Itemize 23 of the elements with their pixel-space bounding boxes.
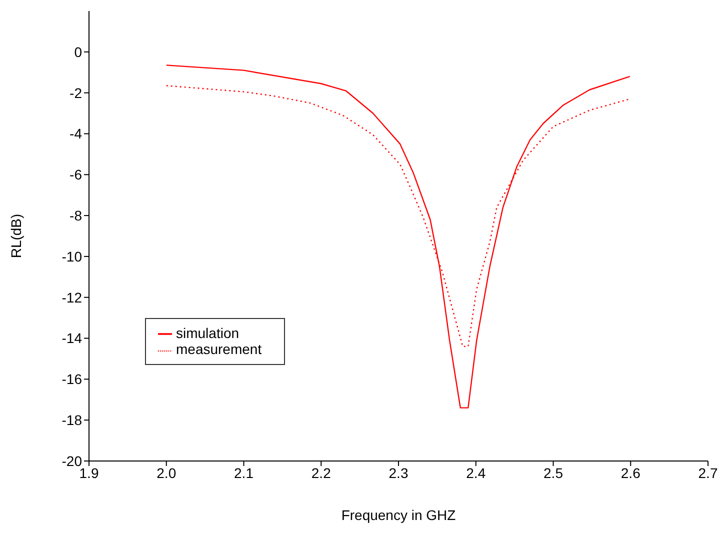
y-tick-label: -18: [62, 412, 82, 428]
y-tick-label: -8: [70, 208, 82, 224]
line-series: [166, 64, 630, 408]
x-tick-label: 2.5: [544, 464, 564, 481]
y-tick-label: 0: [74, 44, 82, 60]
x-tick-label: 2.3: [388, 464, 408, 481]
x-tick-label: 2.7: [698, 464, 718, 481]
y-tick-label: -2: [70, 84, 82, 101]
y-tick-label: -12: [62, 289, 82, 306]
x-tick-label: 2.4: [466, 464, 486, 481]
y-tick-label: -14: [62, 330, 82, 346]
y-tick-label: -6: [70, 166, 82, 183]
x-tick-label: 2.1: [234, 464, 254, 481]
x-tick-label: 2.2: [311, 464, 332, 481]
x-tick-label: 2.0: [156, 464, 176, 481]
x-tick-label: 2.6: [620, 464, 641, 481]
x-axis-title: Frequency in GHZ: [341, 507, 456, 523]
y-tick-label: -16: [62, 371, 82, 388]
y-tick-label: -10: [62, 248, 82, 264]
y-tick-label: -4: [70, 126, 82, 142]
legend-label: simulation: [176, 325, 240, 341]
y-axis-title: RL(dB): [8, 214, 24, 258]
legend-label: measurement: [176, 341, 262, 358]
